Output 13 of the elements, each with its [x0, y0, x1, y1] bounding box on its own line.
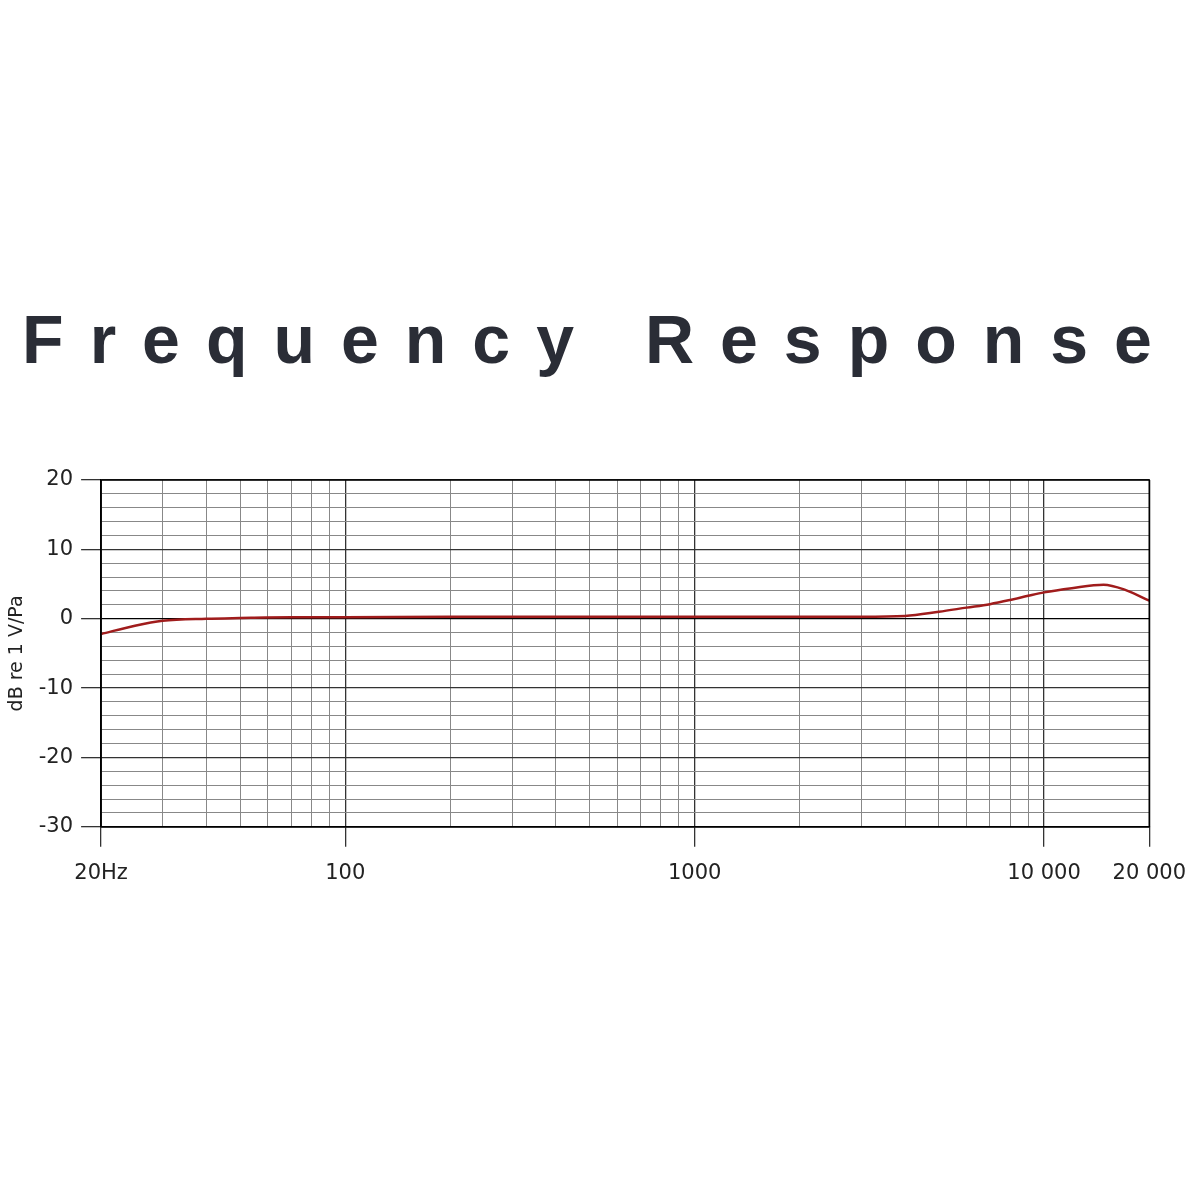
y-tick-label: -10 — [38, 674, 74, 699]
y-tick-label: -20 — [38, 743, 74, 768]
y-tick-label: -30 — [38, 813, 74, 838]
chart-title: Frequency Response — [21, 300, 1179, 378]
x-tick-label: 1000 — [667, 859, 722, 884]
x-tick-label: 20Hz — [74, 859, 128, 884]
y-tick-label: 0 — [59, 605, 74, 630]
y-axis-title: dB re 1 V/Pa — [4, 595, 27, 712]
y-tick-label: 20 — [46, 466, 74, 491]
y-tick-label: 10 — [46, 535, 74, 560]
x-tick-label: 100 — [325, 859, 366, 884]
x-tick-label: 10 000 — [1007, 859, 1081, 884]
x-tick-label: 20 000 — [1112, 859, 1186, 884]
